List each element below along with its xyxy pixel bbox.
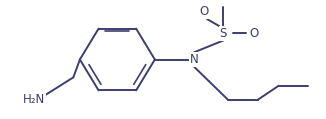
- Text: S: S: [220, 27, 227, 40]
- Text: O: O: [199, 5, 208, 18]
- Text: N: N: [190, 53, 198, 66]
- Text: H₂N: H₂N: [23, 93, 45, 107]
- Text: O: O: [250, 27, 259, 40]
